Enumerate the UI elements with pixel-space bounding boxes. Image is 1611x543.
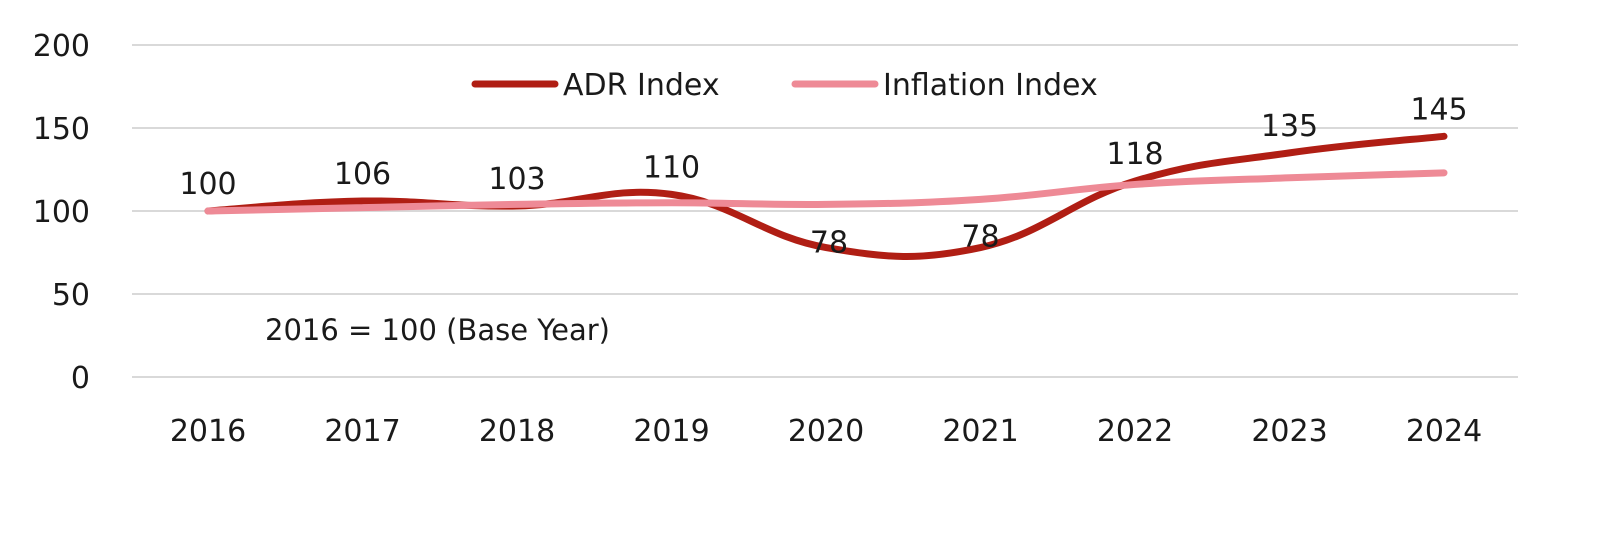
base-year-note: 2016 = 100 (Base Year) (265, 313, 610, 347)
legend: ADR Index Inflation Index (471, 68, 1098, 103)
legend-label: ADR Index (563, 68, 720, 103)
y-tick-label: 200 (33, 29, 90, 64)
data-label: 103 (488, 162, 545, 197)
data-label: 135 (1261, 109, 1318, 144)
x-tick-label: 2023 (1251, 414, 1327, 449)
x-tick-label: 2016 (170, 414, 246, 449)
data-label: 145 (1410, 92, 1467, 127)
data-label: 106 (334, 157, 391, 192)
x-tick-label: 2022 (1097, 414, 1173, 449)
series-line-inflation-index (204, 169, 1448, 215)
data-label: 78 (961, 220, 999, 255)
x-axis-ticks: 2016 2017 2018 2019 2020 2021 2022 2023 2024 (170, 414, 1482, 449)
series-lines (204, 132, 1448, 261)
data-label: 118 (1106, 137, 1163, 172)
series-line-adr-index (204, 132, 1448, 261)
x-tick-label: 2021 (942, 414, 1018, 449)
x-tick-label: 2020 (788, 414, 864, 449)
legend-label: Inflation Index (883, 68, 1098, 103)
x-tick-label: 2018 (479, 414, 555, 449)
y-axis-ticks: 0 50 100 150 200 (33, 29, 90, 396)
data-labels: 100 106 103 110 78 78 118 135 145 (179, 92, 1467, 260)
x-tick-label: 2019 (633, 414, 709, 449)
x-tick-label: 2024 (1406, 414, 1482, 449)
y-tick-label: 50 (52, 278, 90, 313)
y-tick-label: 0 (71, 361, 90, 396)
y-tick-label: 100 (33, 195, 90, 230)
data-label: 110 (643, 150, 700, 185)
y-tick-label: 150 (33, 112, 90, 147)
data-label: 100 (179, 167, 236, 202)
data-label: 78 (810, 226, 848, 261)
x-tick-label: 2017 (324, 414, 400, 449)
